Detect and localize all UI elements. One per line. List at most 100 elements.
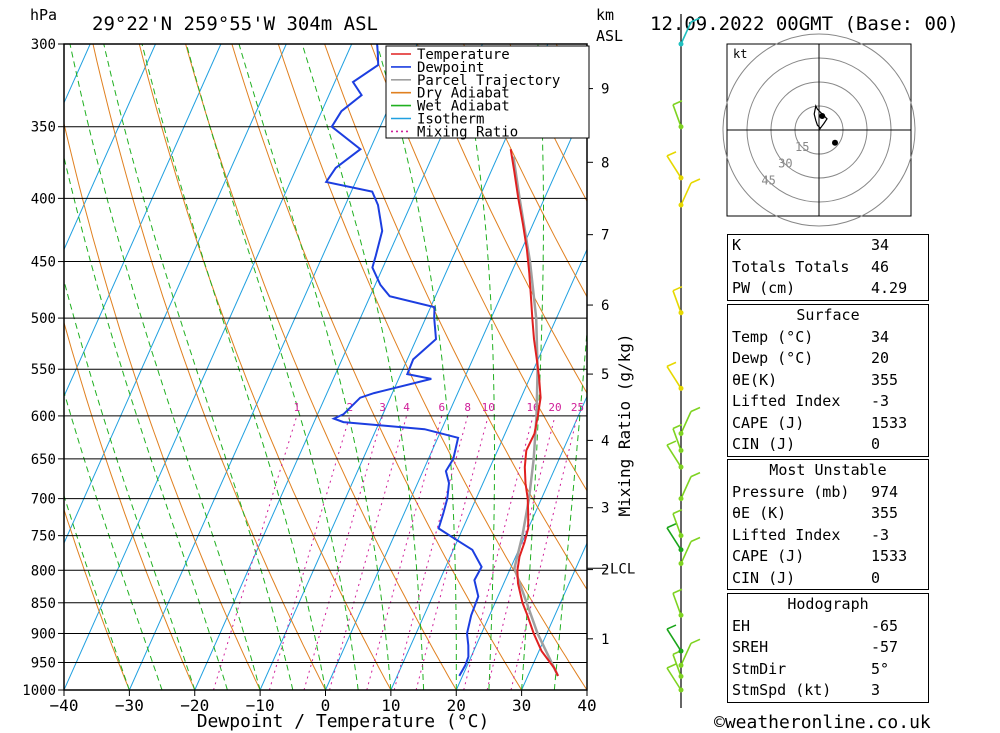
datetime-title: 12.09.2022 00GMT (Base: 00) <box>650 13 959 35</box>
km-label: km <box>596 6 614 24</box>
mixing-ratio-tick-label: 10 <box>482 401 495 414</box>
km-tick-label: 6 <box>601 298 609 314</box>
copyright-footer: ©weatheronline.co.uk <box>714 712 931 733</box>
table-row: CIN (J) 0 <box>728 434 928 456</box>
wind-barb <box>672 593 682 616</box>
surface-table: Surface Temp (°C) 34 Dewp (°C) 20 θE(K) 355 Lif… <box>727 304 929 457</box>
mixing-ratio-line <box>303 415 383 690</box>
wind-barb-flag <box>690 471 701 478</box>
temp-tick-label: 40 <box>577 696 596 715</box>
km-tick-label: 3 <box>601 501 609 517</box>
row-key: Pressure (mb) <box>732 482 850 501</box>
wind-barb <box>672 654 682 677</box>
km-tick-label: 5 <box>601 367 609 383</box>
wind-barb-flag <box>690 638 701 645</box>
isotherm-line <box>64 44 156 251</box>
temp-tick-label: −20 <box>180 696 209 715</box>
wet-adiabat-line <box>64 494 130 690</box>
table-row: CAPE (J) 1533 <box>728 546 928 568</box>
mixing-ratio-tick-label: 6 <box>438 401 445 414</box>
row-key: SREH <box>732 638 769 656</box>
row-value: 974 <box>871 482 899 501</box>
wind-barb-dot <box>678 202 684 208</box>
pressure-tick-label: 450 <box>31 255 56 271</box>
table-row: CIN (J) 0 <box>728 568 928 590</box>
isobars <box>64 43 587 691</box>
isotherm-line <box>259 44 549 690</box>
row-value: 355 <box>871 370 899 389</box>
dry-adiabat-line <box>185 44 457 690</box>
wind-barb <box>672 513 682 536</box>
isotherm-line <box>521 541 587 690</box>
km-tick-label: 4 <box>601 433 609 449</box>
wind-profile <box>666 14 701 708</box>
row-key: K <box>732 236 742 254</box>
pressure-tick-label: 950 <box>31 655 56 671</box>
wind-barb <box>680 411 692 434</box>
wind-barb-flag <box>666 361 677 368</box>
temp-tick-label: −40 <box>50 696 79 715</box>
wind-barb <box>666 628 682 652</box>
wind-barb-flag <box>690 17 701 23</box>
row-key: θE (K) <box>732 504 787 522</box>
wet-adiabat-line <box>185 44 359 690</box>
wind-barb-dot <box>678 561 684 567</box>
wind-barb-flag <box>690 536 701 543</box>
table-row: Lifted Index -3 <box>728 391 928 413</box>
wet-adiabat-line <box>376 44 457 690</box>
hpa-label: hPa <box>30 6 57 24</box>
wind-barb <box>666 155 682 179</box>
pressure-tick-label: 400 <box>31 191 56 207</box>
row-value: 34 <box>871 236 890 254</box>
row-key: StmSpd (kt) <box>732 681 832 699</box>
wind-barb-dot <box>678 124 684 130</box>
pressure-tick-label: 350 <box>31 120 56 136</box>
hodograph-storm-dot <box>819 113 826 119</box>
dry-adiabat-line <box>416 44 587 395</box>
row-key: CAPE (J) <box>732 413 805 432</box>
mixing-ratio-line <box>510 415 578 690</box>
table-row: Temp (°C) 34 <box>728 327 928 349</box>
row-value: 46 <box>871 257 890 276</box>
hodograph-unit-label: kt <box>733 47 747 61</box>
pressure-tick-label: 300 <box>31 37 56 53</box>
table-row: StmDir 5° <box>728 659 928 681</box>
pressure-tick-label: 800 <box>31 563 56 579</box>
wet-adiabat-line <box>69 44 261 690</box>
km-tick-label: 9 <box>601 82 609 98</box>
dry-adiabat-line <box>927 44 1000 690</box>
table-title: Most Unstable <box>769 461 887 479</box>
hodograph-ring <box>722 33 916 227</box>
wind-barb-flag <box>672 508 683 515</box>
legend-entry: Dewpoint <box>417 60 484 76</box>
wind-barb-dot <box>678 464 684 470</box>
dry-adiabat-line <box>64 121 261 690</box>
table-row: Totals Totals 46 <box>728 257 928 279</box>
mixing-ratio-axis-label: Mixing Ratio (g/kg) <box>615 333 634 516</box>
wind-barb-flag <box>666 624 677 630</box>
pressure-tick-label: 650 <box>31 452 56 468</box>
hodograph-ring-label: 30 <box>778 157 792 171</box>
mixing-ratio-tick-label: 1 <box>294 401 301 414</box>
km-tick-label: 2 <box>601 563 609 579</box>
wet-adiabat-line <box>64 390 163 690</box>
row-key: CAPE (J) <box>732 547 805 565</box>
pressure-tick-label: 750 <box>31 529 56 545</box>
temperature-axis: −40 −30 −20 −10 0 10 20 30 40 <box>50 690 597 715</box>
row-value: -65 <box>871 616 899 635</box>
wind-barb <box>672 104 682 127</box>
wet-adiabat-line <box>141 44 326 690</box>
table-row: Dewp (°C) 20 <box>728 348 928 370</box>
temp-tick-label: 20 <box>447 696 466 715</box>
legend-entry: Temperature <box>417 47 510 63</box>
row-value: 3 <box>871 681 881 699</box>
row-value: 34 <box>871 327 890 346</box>
km-tick-label: 7 <box>601 228 609 244</box>
wind-barb-dot <box>678 648 684 654</box>
wind-barb <box>672 428 682 451</box>
pressure-axis: 300 350 400 450 500 550 600 650 700 750 800 850 900 9… <box>22 37 64 699</box>
wind-barb-dot <box>678 310 684 316</box>
wind-barb <box>672 290 682 313</box>
